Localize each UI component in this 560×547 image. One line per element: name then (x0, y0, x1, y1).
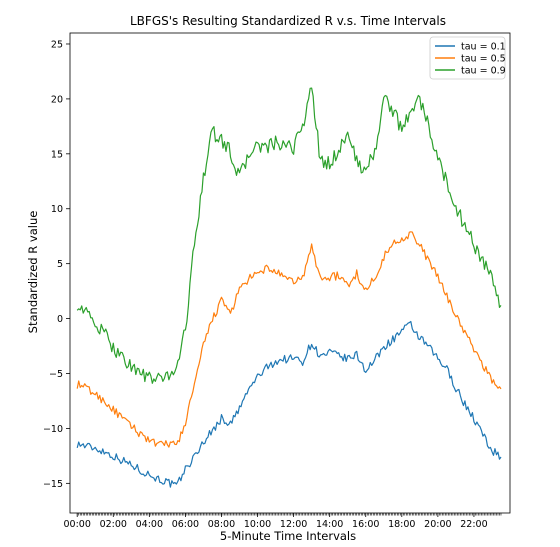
x-axis-ticks: 00:00 02:00 04:00 06:00 08:00 10:00 12:00 14:00… (64, 513, 488, 530)
x-tick-label: 22:00 (460, 519, 487, 530)
x-tick-label: 18:00 (388, 519, 415, 530)
x-tick-label: 02:00 (100, 519, 127, 530)
x-tick-label: 20:00 (424, 519, 451, 530)
x-tick-label: 04:00 (136, 519, 163, 530)
y-axis-label: Standardized R value (26, 211, 40, 334)
legend-box (429, 36, 506, 80)
legend-label: tau = 0.1 (461, 42, 506, 53)
series-lines (76, 87, 502, 488)
legend-label: tau = 0.9 (461, 66, 506, 77)
y-tick-label: 15 (51, 149, 63, 160)
x-tick-label: 14:00 (316, 519, 343, 530)
y-tick-label: 5 (57, 259, 63, 270)
series-line-3 (76, 87, 502, 384)
y-tick-label: 20 (51, 94, 63, 105)
x-tick-label: 12:00 (280, 519, 307, 530)
y-tick-label: −10 (43, 424, 63, 435)
y-tick-label: 25 (51, 39, 63, 50)
x-tick-label: 06:00 (172, 519, 199, 530)
y-tick-label: −15 (43, 479, 63, 490)
x-tick-label: 08:00 (208, 519, 235, 530)
x-tick-label: 00:00 (64, 519, 91, 530)
x-tick-label: 10:00 (244, 519, 271, 530)
series-line-1 (76, 320, 502, 488)
x-axis-label: 5-Minute Time Intervals (220, 529, 356, 543)
plot-area (69, 32, 511, 514)
y-tick-label: 0 (57, 314, 63, 325)
series-line-2 (76, 231, 502, 448)
chart-title: LBFGS's Resulting Standardized R v.s. Ti… (130, 14, 446, 28)
y-axis-ticks: −15 −10 −5 0 5 10 15 20 25 (43, 39, 70, 490)
y-tick-label: −5 (49, 369, 63, 380)
legend-label: tau = 0.5 (461, 54, 506, 65)
y-tick-label: 10 (51, 204, 63, 215)
x-tick-label: 16:00 (352, 519, 379, 530)
